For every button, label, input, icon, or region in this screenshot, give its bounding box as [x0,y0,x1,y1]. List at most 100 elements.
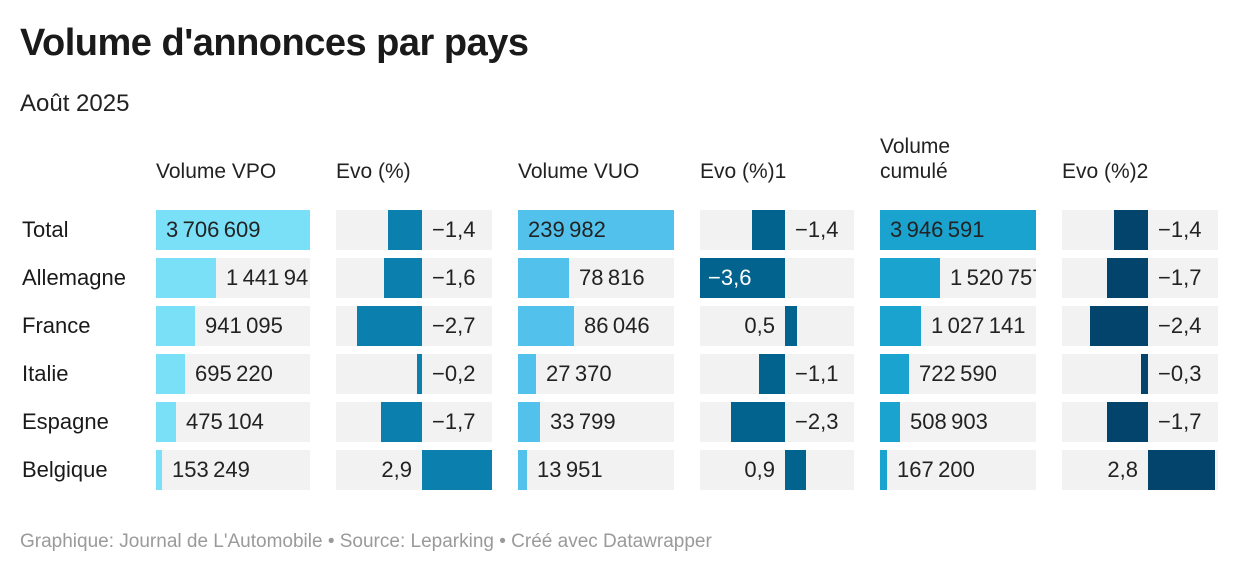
value-evo1: 2,9 [381,457,412,482]
column-header-cum: Volume cumulé [880,135,951,183]
column-header-evo1: Evo (%) [336,160,411,183]
bar-vpo [156,258,216,298]
chart-footer: Graphique: Journal de L'Automobile • Sou… [20,531,712,552]
value-evo2: −1,1 [795,361,839,386]
bar-evo1 [417,354,422,394]
cell-evo3: −1,7 [1062,258,1218,298]
value-evo3: −1,7 [1158,265,1202,290]
bar-evo2 [785,450,806,490]
bar-evo1 [384,258,422,298]
cell-evo2: −2,3 [700,402,854,442]
cell-evo2: −1,1 [700,354,854,394]
chart-title: Volume d'annonces par pays [20,22,529,64]
bar-vuo [518,210,674,250]
bar-vpo [156,354,185,394]
value-evo3: 2,8 [1107,457,1138,482]
row-label-espagne: Espagne [22,409,109,434]
bar-vuo [518,450,527,490]
bar-evo3 [1141,354,1148,394]
bar-cum [880,450,887,490]
bar-evo1 [357,306,422,346]
value-evo2: −2,3 [795,409,839,434]
value-vuo: 239 982 [528,217,606,242]
value-evo1: −0,2 [432,361,476,386]
value-vpo: 153 249 [172,457,250,482]
value-evo2: −3,6 [708,265,752,290]
cell-evo3: −1,4 [1062,210,1218,250]
value-cum: 722 590 [919,361,997,386]
cell-cum: 1 520 757 [880,258,1036,298]
cell-evo3: 2,8 [1062,450,1218,490]
cell-evo1: 2,9 [336,450,492,490]
bar-evo1 [388,210,422,250]
cell-vpo: 695 220 [156,354,310,394]
bar-cum [880,210,1036,250]
value-vpo: 1 441 941 [226,265,310,290]
row-label-total: Total [22,217,69,242]
value-vuo: 13 951 [537,457,603,482]
value-cum: 1 520 757 [950,265,1036,290]
column-header-vuo: Volume VUO [518,160,640,183]
cell-cum: 1 027 141 [880,306,1036,346]
cell-evo1: −1,4 [336,210,492,250]
row-label-france: France [22,313,91,338]
bar-evo1 [422,450,492,490]
bar-cum [880,306,921,346]
row-label-belgique: Belgique [22,457,108,482]
bar-cum [880,354,909,394]
value-evo1: −1,4 [432,217,476,242]
value-evo3: −0,3 [1158,361,1202,386]
cell-vpo: 1 441 941 [156,258,310,298]
cell-evo1: −0,2 [336,354,492,394]
bar-evo2 [752,210,785,250]
cell-vuo: 78 816 [518,258,674,298]
value-vpo: 3 706 609 [166,217,261,242]
value-vuo: 78 816 [579,265,645,290]
cell-evo1: −1,7 [336,402,492,442]
cell-vpo: 941 095 [156,306,310,346]
value-evo2: 0,5 [744,313,775,338]
cell-evo3: −1,7 [1062,402,1218,442]
row-label-allemagne: Allemagne [22,265,126,290]
bar-vuo [518,306,574,346]
value-cum: 167 200 [897,457,975,482]
value-cum: 508 903 [910,409,988,434]
cell-vuo: 86 046 [518,306,674,346]
value-vpo: 695 220 [195,361,273,386]
value-evo1: −1,6 [432,265,476,290]
cell-evo1: −1,6 [336,258,492,298]
value-vpo: 941 095 [205,313,283,338]
cell-evo3: −2,4 [1062,306,1218,346]
column-header-evo2: Evo (%)1 [700,160,787,183]
bar-evo3 [1148,450,1215,490]
value-vpo: 475 104 [186,409,264,434]
value-vuo: 27 370 [546,361,612,386]
bar-evo2 [731,402,785,442]
cell-cum: 3 946 591 [880,210,1036,250]
column-header-vpo: Volume VPO [156,160,277,183]
column-header-evo3: Evo (%)2 [1062,160,1149,183]
cell-vuo: 27 370 [518,354,674,394]
value-evo1: −1,7 [432,409,476,434]
value-evo2: 0,9 [744,457,775,482]
bar-cum [880,258,940,298]
cell-cum: 167 200 [880,450,1036,490]
bar-vuo [518,354,536,394]
cell-vuo: 239 982 [518,210,674,250]
bar-vuo [518,402,540,442]
bar-vpo [156,210,310,250]
cell-evo2: 0,9 [700,450,854,490]
value-evo3: −2,4 [1158,313,1202,338]
bar-vpo [156,306,195,346]
bar-vpo [156,402,176,442]
bar-evo2 [700,258,785,298]
value-vuo: 33 799 [550,409,616,434]
cell-evo2: −1,4 [700,210,854,250]
value-evo3: −1,7 [1158,409,1202,434]
bar-cum [880,402,900,442]
value-cum: 3 946 591 [890,217,985,242]
cell-vuo: 33 799 [518,402,674,442]
bar-evo2 [759,354,785,394]
cell-evo1: −2,7 [336,306,492,346]
cell-vpo: 153 249 [156,450,310,490]
